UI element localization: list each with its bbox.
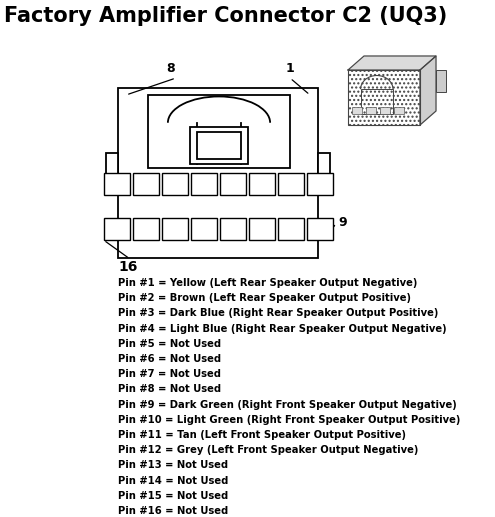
Text: Pin #6 = Not Used: Pin #6 = Not Used	[118, 354, 221, 364]
Text: Pin #4 = Light Blue (Right Rear Speaker Output Negative): Pin #4 = Light Blue (Right Rear Speaker …	[118, 324, 446, 333]
Bar	[248, 173, 275, 195]
Bar	[161, 218, 188, 240]
Bar	[103, 218, 130, 240]
Text: 1: 1	[286, 62, 295, 75]
Text: Pin #5 = Not Used: Pin #5 = Not Used	[118, 339, 221, 349]
Bar	[197, 132, 241, 159]
Bar	[436, 70, 446, 92]
Bar	[352, 108, 362, 114]
Bar	[348, 70, 420, 125]
Bar	[394, 108, 404, 114]
Bar	[306, 173, 333, 195]
Bar	[191, 173, 216, 195]
Text: 9: 9	[338, 217, 346, 230]
Text: 8: 8	[167, 62, 175, 75]
Bar	[103, 173, 130, 195]
Text: Pin #12 = Grey (Left Front Speaker Output Negative): Pin #12 = Grey (Left Front Speaker Outpu…	[118, 445, 418, 455]
Bar	[306, 218, 333, 240]
Bar	[148, 95, 290, 168]
Bar	[118, 88, 318, 258]
Text: Pin #11 = Tan (Left Front Speaker Output Positive): Pin #11 = Tan (Left Front Speaker Output…	[118, 430, 406, 440]
Text: Pin #15 = Not Used: Pin #15 = Not Used	[118, 491, 228, 501]
Bar	[278, 173, 303, 195]
Text: Pin #10 = Light Green (Right Front Speaker Output Positive): Pin #10 = Light Green (Right Front Speak…	[118, 415, 460, 425]
Bar	[191, 218, 216, 240]
Bar	[219, 218, 246, 240]
Bar	[191, 127, 248, 164]
Text: Pin #13 = Not Used: Pin #13 = Not Used	[118, 461, 228, 470]
Polygon shape	[348, 56, 436, 70]
Bar	[133, 218, 158, 240]
Text: Pin #3 = Dark Blue (Right Rear Speaker Output Positive): Pin #3 = Dark Blue (Right Rear Speaker O…	[118, 309, 439, 318]
Bar	[219, 173, 246, 195]
Bar	[318, 153, 330, 178]
Bar	[366, 108, 376, 114]
Text: Pin #9 = Dark Green (Right Front Speaker Output Negative): Pin #9 = Dark Green (Right Front Speaker…	[118, 400, 457, 409]
Bar	[161, 173, 188, 195]
Bar	[380, 108, 390, 114]
Text: Pin #14 = Not Used: Pin #14 = Not Used	[118, 476, 228, 485]
Text: Pin #16 = Not Used: Pin #16 = Not Used	[118, 506, 228, 516]
Text: 16: 16	[118, 260, 138, 274]
Text: Pin #2 = Brown (Left Rear Speaker Output Positive): Pin #2 = Brown (Left Rear Speaker Output…	[118, 293, 411, 303]
Text: Pin #1 = Yellow (Left Rear Speaker Output Negative): Pin #1 = Yellow (Left Rear Speaker Outpu…	[118, 278, 417, 288]
Text: Factory Amplifier Connector C2 (UQ3): Factory Amplifier Connector C2 (UQ3)	[4, 6, 447, 26]
Text: Pin #7 = Not Used: Pin #7 = Not Used	[118, 369, 221, 379]
Bar	[106, 153, 118, 178]
Text: Pin #8 = Not Used: Pin #8 = Not Used	[118, 385, 221, 394]
Bar	[361, 89, 393, 114]
Bar	[133, 173, 158, 195]
Bar	[248, 218, 275, 240]
Bar	[278, 218, 303, 240]
Polygon shape	[420, 56, 436, 125]
